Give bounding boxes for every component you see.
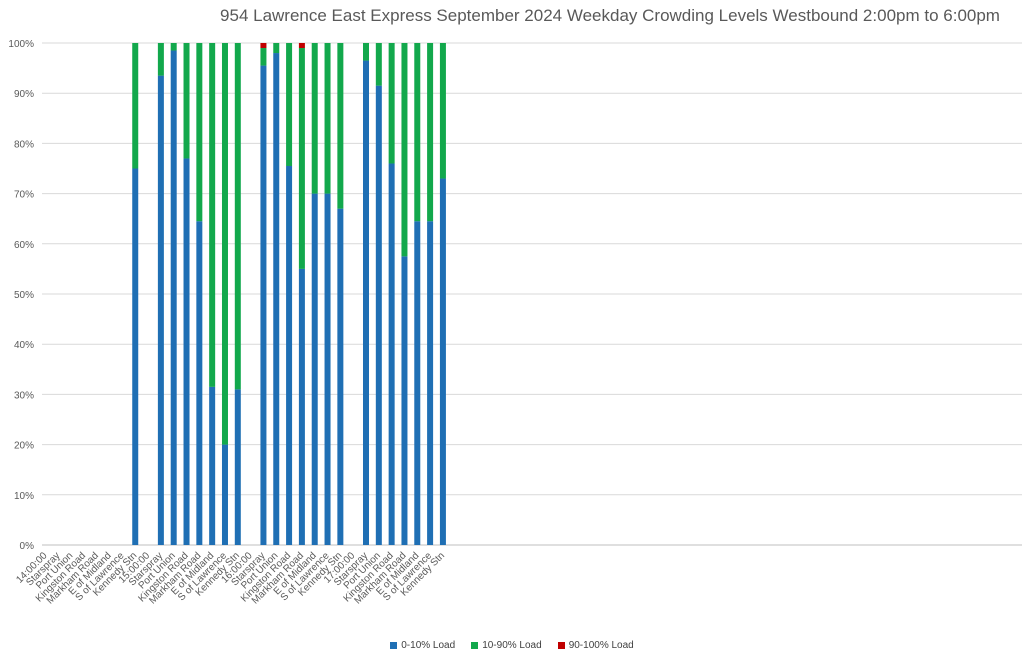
bar-segment xyxy=(234,389,241,545)
bar-segment xyxy=(157,43,164,76)
bar-segment xyxy=(401,43,408,257)
bar-segment xyxy=(183,43,190,159)
bar-segment xyxy=(363,60,369,545)
bar-segment xyxy=(337,43,344,209)
bar-segment xyxy=(132,168,139,545)
bar-segment xyxy=(439,178,446,546)
y-tick-label: 60% xyxy=(14,240,34,251)
bar-segment xyxy=(234,43,241,390)
legend-label: 90-100% Load xyxy=(568,640,634,651)
y-tick-label: 40% xyxy=(14,340,34,351)
bar-segment xyxy=(209,43,216,387)
y-tick-label: 80% xyxy=(14,139,34,150)
y-tick-label: 100% xyxy=(8,39,34,50)
bar-segment xyxy=(273,53,280,545)
legend-item: 90-100% Load xyxy=(557,640,634,651)
y-tick-label: 70% xyxy=(14,190,34,201)
bar-segment xyxy=(375,43,382,86)
legend-label: 10-90% Load xyxy=(482,640,542,651)
bar-segment xyxy=(324,193,331,545)
y-tick-label: 50% xyxy=(14,290,34,301)
y-tick-label: 20% xyxy=(14,441,34,452)
legend-item: 0-10% Load xyxy=(390,640,455,651)
legend-swatch xyxy=(557,642,565,649)
bar-segment xyxy=(298,43,305,49)
y-tick-label: 30% xyxy=(14,390,34,401)
bar-segment xyxy=(427,221,434,545)
bar-segment xyxy=(221,444,228,545)
bar-segment xyxy=(375,85,382,546)
bar-segment xyxy=(414,221,421,545)
bar-segment xyxy=(298,268,305,545)
bar-segment xyxy=(311,193,318,545)
bar-segment xyxy=(273,43,280,54)
legend-item: 10-90% Load xyxy=(471,640,542,651)
bar-segment xyxy=(170,43,177,51)
bar-segment xyxy=(260,48,267,66)
y-tick-label: 0% xyxy=(20,541,35,552)
bar-segment xyxy=(196,221,203,545)
bar-segment xyxy=(337,208,344,545)
bar-segment xyxy=(401,256,408,545)
bar-segment xyxy=(388,43,395,164)
bar-segment xyxy=(427,43,434,222)
bar-segment xyxy=(132,43,139,169)
y-tick-label: 10% xyxy=(14,491,34,502)
bar-segment xyxy=(221,43,228,445)
bar-segment xyxy=(260,43,267,49)
bar-segment xyxy=(260,65,267,545)
bar-segment xyxy=(286,43,293,166)
bars xyxy=(132,43,446,546)
bar-segment xyxy=(286,165,293,546)
legend: 0-10% Load 10-90% Load 90-100% Load xyxy=(0,640,1024,651)
bar-segment xyxy=(170,50,177,545)
bar-segment xyxy=(298,48,305,269)
bar-segment xyxy=(439,43,446,179)
legend-swatch xyxy=(390,642,398,649)
legend-swatch xyxy=(471,642,479,649)
grid-lines xyxy=(42,42,1022,546)
bar-segment xyxy=(196,43,203,222)
bar-segment xyxy=(209,386,216,545)
bar-segment xyxy=(157,75,164,545)
y-tick-label: 90% xyxy=(14,89,34,100)
bar-segment xyxy=(183,158,190,545)
bar-segment xyxy=(414,43,421,222)
bar-segment xyxy=(311,43,318,194)
chart-title: 954 Lawrence East Express September 2024… xyxy=(220,6,1000,25)
bar-segment xyxy=(388,163,395,546)
bar-segment xyxy=(363,43,369,61)
legend-label: 0-10% Load xyxy=(401,640,456,651)
bar-segment xyxy=(324,43,331,194)
y-axis-tick-labels: 0% 10% 20% 30% 40% 50% 60% 70% 80% 90% 100% xyxy=(8,39,34,552)
